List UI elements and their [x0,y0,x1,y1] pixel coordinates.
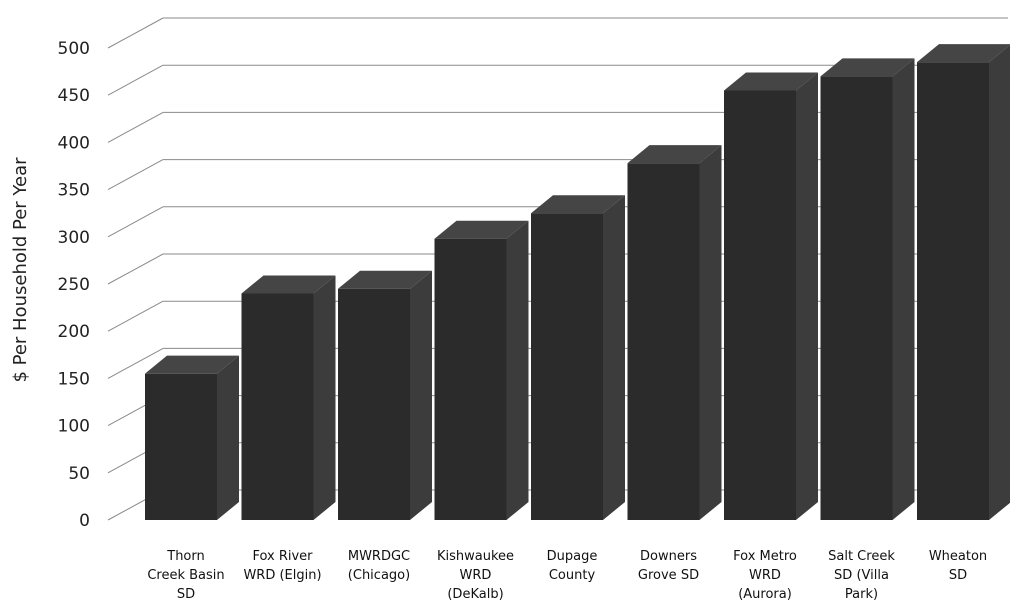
bar-front [820,76,893,520]
bar-side [217,355,239,520]
bar-top [434,220,529,239]
gridline-side [107,300,164,332]
bar-side [410,270,432,520]
bar-side [603,195,625,520]
bar [241,275,336,520]
y-tick-label: 450 [58,86,90,106]
bar [145,355,239,520]
y-tick-label: 200 [58,322,90,342]
category-label: Fox Metro WRD (Aurora) [733,549,797,602]
bar-front [338,288,410,520]
y-tick-label: 250 [58,275,90,295]
bar-front [434,238,507,521]
bar-top [531,195,625,214]
gridline-side [107,206,164,238]
bar-top [820,58,915,77]
category-label: Dupage County [547,549,598,583]
bar-side [699,145,722,520]
y-tick-label: 0 [79,511,90,531]
category-label: Kishwaukee WRD (DeKalb) [437,549,514,602]
y-axis-label: $ Per Household Per Year [10,157,31,383]
y-tick-label: 500 [58,39,90,59]
bar [917,44,1010,520]
gridline-side [107,64,164,96]
category-label: Thorn Creek Basin SD [147,549,224,602]
category-labels: Thorn Creek Basin SD Fox River WRD (Elgin) MW… [147,549,987,602]
category-label: MWRDGC (Chicago) [348,549,410,583]
bar-side [892,58,915,520]
bar-top [338,270,432,289]
bar-side [506,220,529,521]
bar-front [241,293,314,520]
gridline-side [107,111,164,143]
category-label: Downers Grove SD [638,549,699,583]
bar-top [241,275,336,294]
y-tick-label: 100 [58,417,90,437]
bar-front [145,373,217,520]
bars [145,44,1010,521]
bar-top [145,355,239,374]
bar [531,195,625,520]
bar [434,220,529,521]
y-axis-ticks: 0 50 100 150 200 250 300 350 400 450 500 [58,39,90,531]
bar [820,58,915,520]
bar-top [627,145,722,164]
y-tick-label: 400 [58,133,90,153]
gridline-side [107,347,164,379]
bar-top [724,72,818,91]
bar-front [627,163,700,520]
category-label: Salt Creek SD (Villa Park) [828,549,895,602]
y-tick-label: 150 [58,369,90,389]
y-tick-label: 300 [58,228,90,248]
bar-top [917,44,1010,63]
y-tick-label: 50 [68,464,90,484]
bar [338,270,432,520]
category-label: Wheaton SD [929,549,987,583]
bar-side [313,275,336,520]
gridline-side [107,17,164,49]
gridline-side [107,253,164,285]
bar-front [531,213,603,520]
bar [724,72,818,520]
gridline-side [107,159,164,191]
bar-side [796,72,818,520]
bar-side [989,44,1010,520]
bar-front [917,62,989,520]
category-label: Fox River WRD (Elgin) [243,549,321,583]
y-tick-label: 350 [58,181,90,201]
bar-front [724,90,796,520]
bar [627,145,722,520]
